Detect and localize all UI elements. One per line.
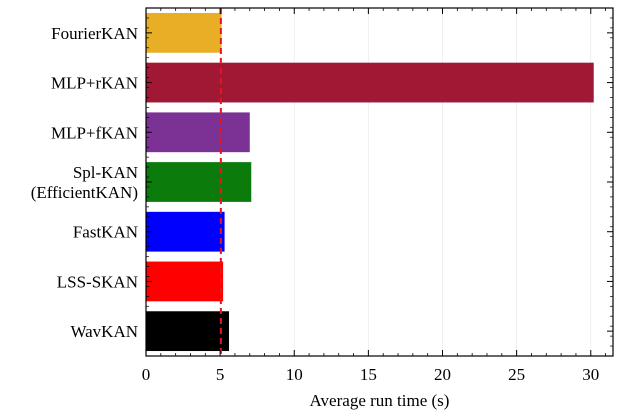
y-tick-label: (EfficientKAN) bbox=[31, 183, 138, 202]
y-tick-label: WavKAN bbox=[70, 322, 138, 341]
y-tick-label: FourierKAN bbox=[51, 24, 138, 43]
bar bbox=[146, 112, 250, 153]
x-tick-label: 25 bbox=[508, 365, 525, 384]
x-axis-label: Average run time (s) bbox=[310, 391, 450, 410]
x-tick-label: 20 bbox=[434, 365, 451, 384]
x-tick-label: 30 bbox=[582, 365, 599, 384]
x-tick-label: 15 bbox=[360, 365, 377, 384]
bar bbox=[146, 261, 224, 302]
bar bbox=[146, 12, 222, 53]
y-tick-label: Spl-KAN bbox=[73, 163, 138, 182]
y-tick-label: LSS-SKAN bbox=[57, 272, 138, 291]
y-tick-label: MLP+fKAN bbox=[51, 123, 138, 142]
x-tick-label: 0 bbox=[142, 365, 151, 384]
bar bbox=[146, 62, 594, 103]
ticks-group bbox=[145, 7, 613, 357]
y-tick-labels: FourierKAN MLP+rKAN MLP+fKAN Spl-KAN(Effici… bbox=[31, 24, 138, 341]
y-tick-label: FastKAN bbox=[73, 223, 138, 242]
y-tick-label: MLP+rKAN bbox=[51, 74, 138, 93]
x-tick-labels: 0 5 10 15 20 25 30 bbox=[142, 365, 600, 384]
bar bbox=[146, 211, 225, 252]
bar bbox=[146, 311, 230, 352]
x-tick-label: 10 bbox=[286, 365, 303, 384]
bar bbox=[146, 162, 252, 202]
x-tick-label: 5 bbox=[216, 365, 225, 384]
